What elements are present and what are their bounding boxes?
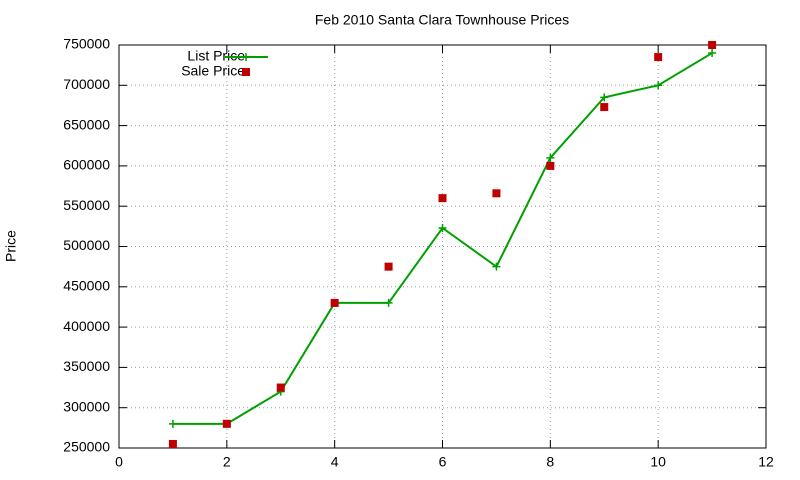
- y-tick-label: 450000: [63, 278, 110, 294]
- point: [600, 103, 609, 112]
- point: [546, 161, 555, 170]
- x-tick-label: 12: [758, 454, 774, 470]
- y-tick-label: 350000: [63, 358, 110, 374]
- point: [654, 53, 663, 62]
- legend-label: List Price: [187, 48, 245, 64]
- y-tick-label: 600000: [63, 157, 110, 173]
- y-tick-label: 650000: [63, 116, 110, 132]
- point: [492, 189, 501, 198]
- y-tick-label: 250000: [63, 439, 110, 455]
- point: [600, 93, 609, 102]
- x-tick-label: 6: [439, 454, 447, 470]
- y-tick-label: 300000: [63, 398, 110, 414]
- point: [492, 262, 501, 271]
- y-tick-label: 700000: [63, 76, 110, 92]
- x-tick-label: 10: [650, 454, 666, 470]
- point: [222, 419, 231, 428]
- x-tick-label: 8: [546, 454, 554, 470]
- point: [168, 419, 177, 428]
- point: [276, 383, 285, 392]
- x-tick-label: 4: [331, 454, 339, 470]
- legend-marker: [242, 68, 250, 76]
- legend-marker: [242, 53, 250, 61]
- series-line: [172, 52, 713, 425]
- y-tick-label: 550000: [63, 197, 110, 213]
- x-tick-label: 0: [115, 454, 123, 470]
- x-tick-label: 2: [223, 454, 231, 470]
- point: [438, 223, 447, 232]
- point: [384, 262, 393, 271]
- point: [168, 439, 177, 448]
- plot-frame: [118, 44, 767, 449]
- point: [708, 41, 717, 49]
- chart-title: Feb 2010 Santa Clara Townhouse Prices: [315, 12, 569, 28]
- point: [654, 81, 663, 90]
- y-tick-label: 400000: [63, 318, 110, 334]
- y-axis-label: Price: [3, 230, 19, 262]
- point: [384, 298, 393, 307]
- point: [708, 49, 717, 58]
- y-tick-label: 750000: [63, 36, 110, 52]
- point: [438, 194, 447, 203]
- point: [546, 153, 555, 162]
- legend-label: Sale Price: [181, 63, 245, 79]
- point: [330, 298, 339, 307]
- y-tick-label: 500000: [63, 237, 110, 253]
